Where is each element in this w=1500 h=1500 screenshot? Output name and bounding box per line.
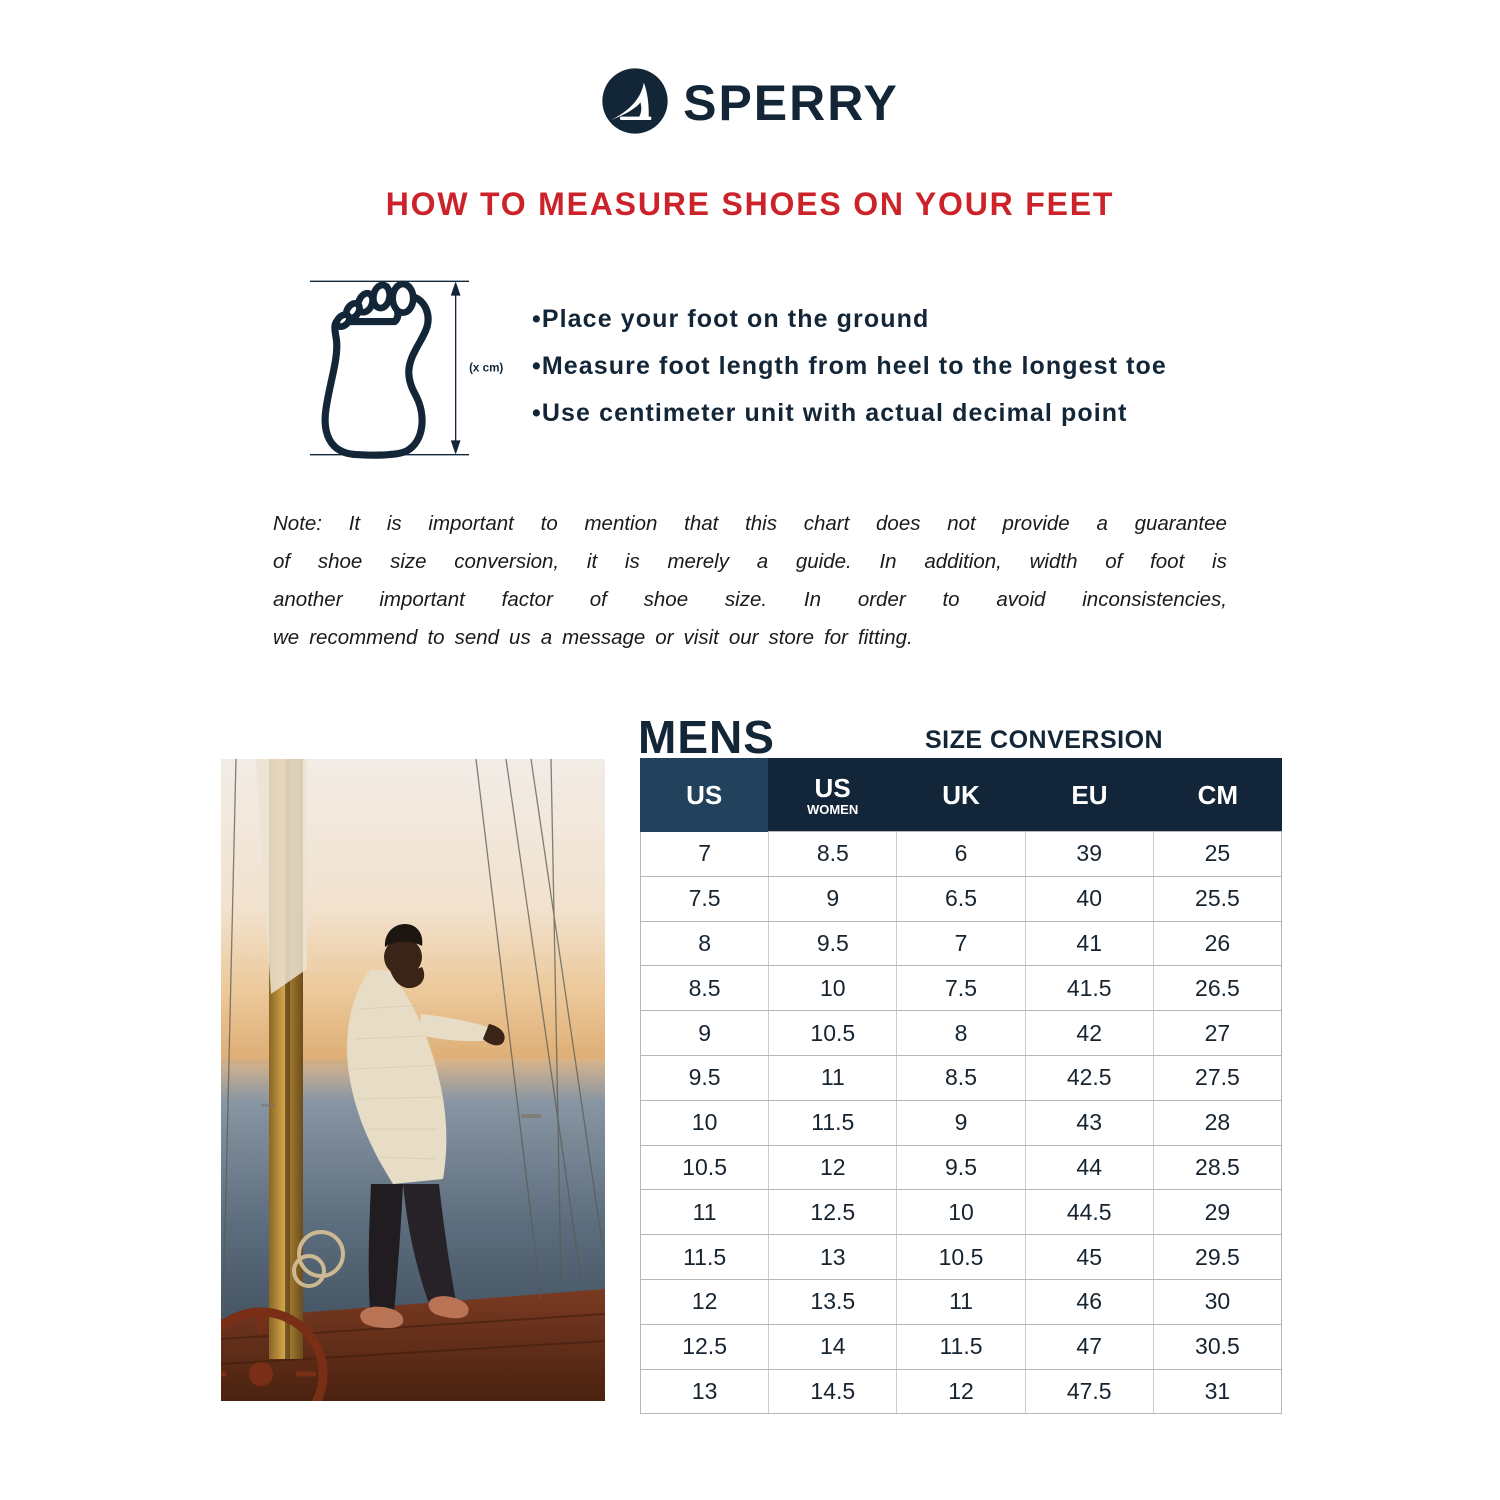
svg-text:(x cm): (x cm) [469,362,503,375]
